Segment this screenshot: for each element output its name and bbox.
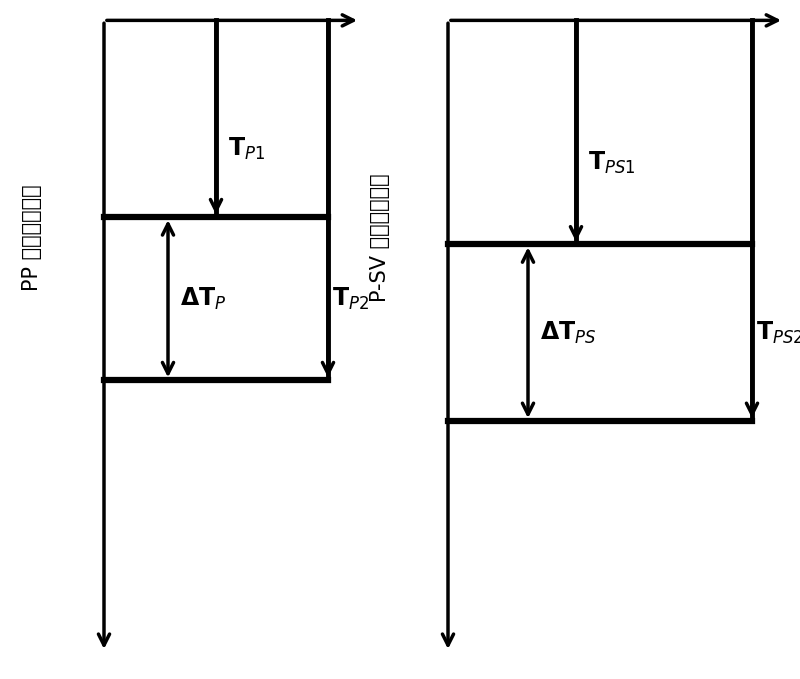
Text: $\mathbf{\Delta T}_{PS}$: $\mathbf{\Delta T}_{PS}$ [540,320,597,346]
Text: $\mathbf{T}_{P2}$: $\mathbf{T}_{P2}$ [332,286,370,312]
Text: PP 波双程旅行时: PP 波双程旅行时 [22,184,42,291]
Text: P-SV 波双程旅行时: P-SV 波双程旅行时 [370,173,390,302]
Text: $\mathbf{T}_{PS2}$: $\mathbf{T}_{PS2}$ [756,320,800,346]
Text: $\mathbf{T}_{P1}$: $\mathbf{T}_{P1}$ [228,136,266,162]
Text: $\mathbf{T}_{PS1}$: $\mathbf{T}_{PS1}$ [588,150,636,176]
Text: $\mathbf{\Delta T}_{P}$: $\mathbf{\Delta T}_{P}$ [180,286,226,312]
